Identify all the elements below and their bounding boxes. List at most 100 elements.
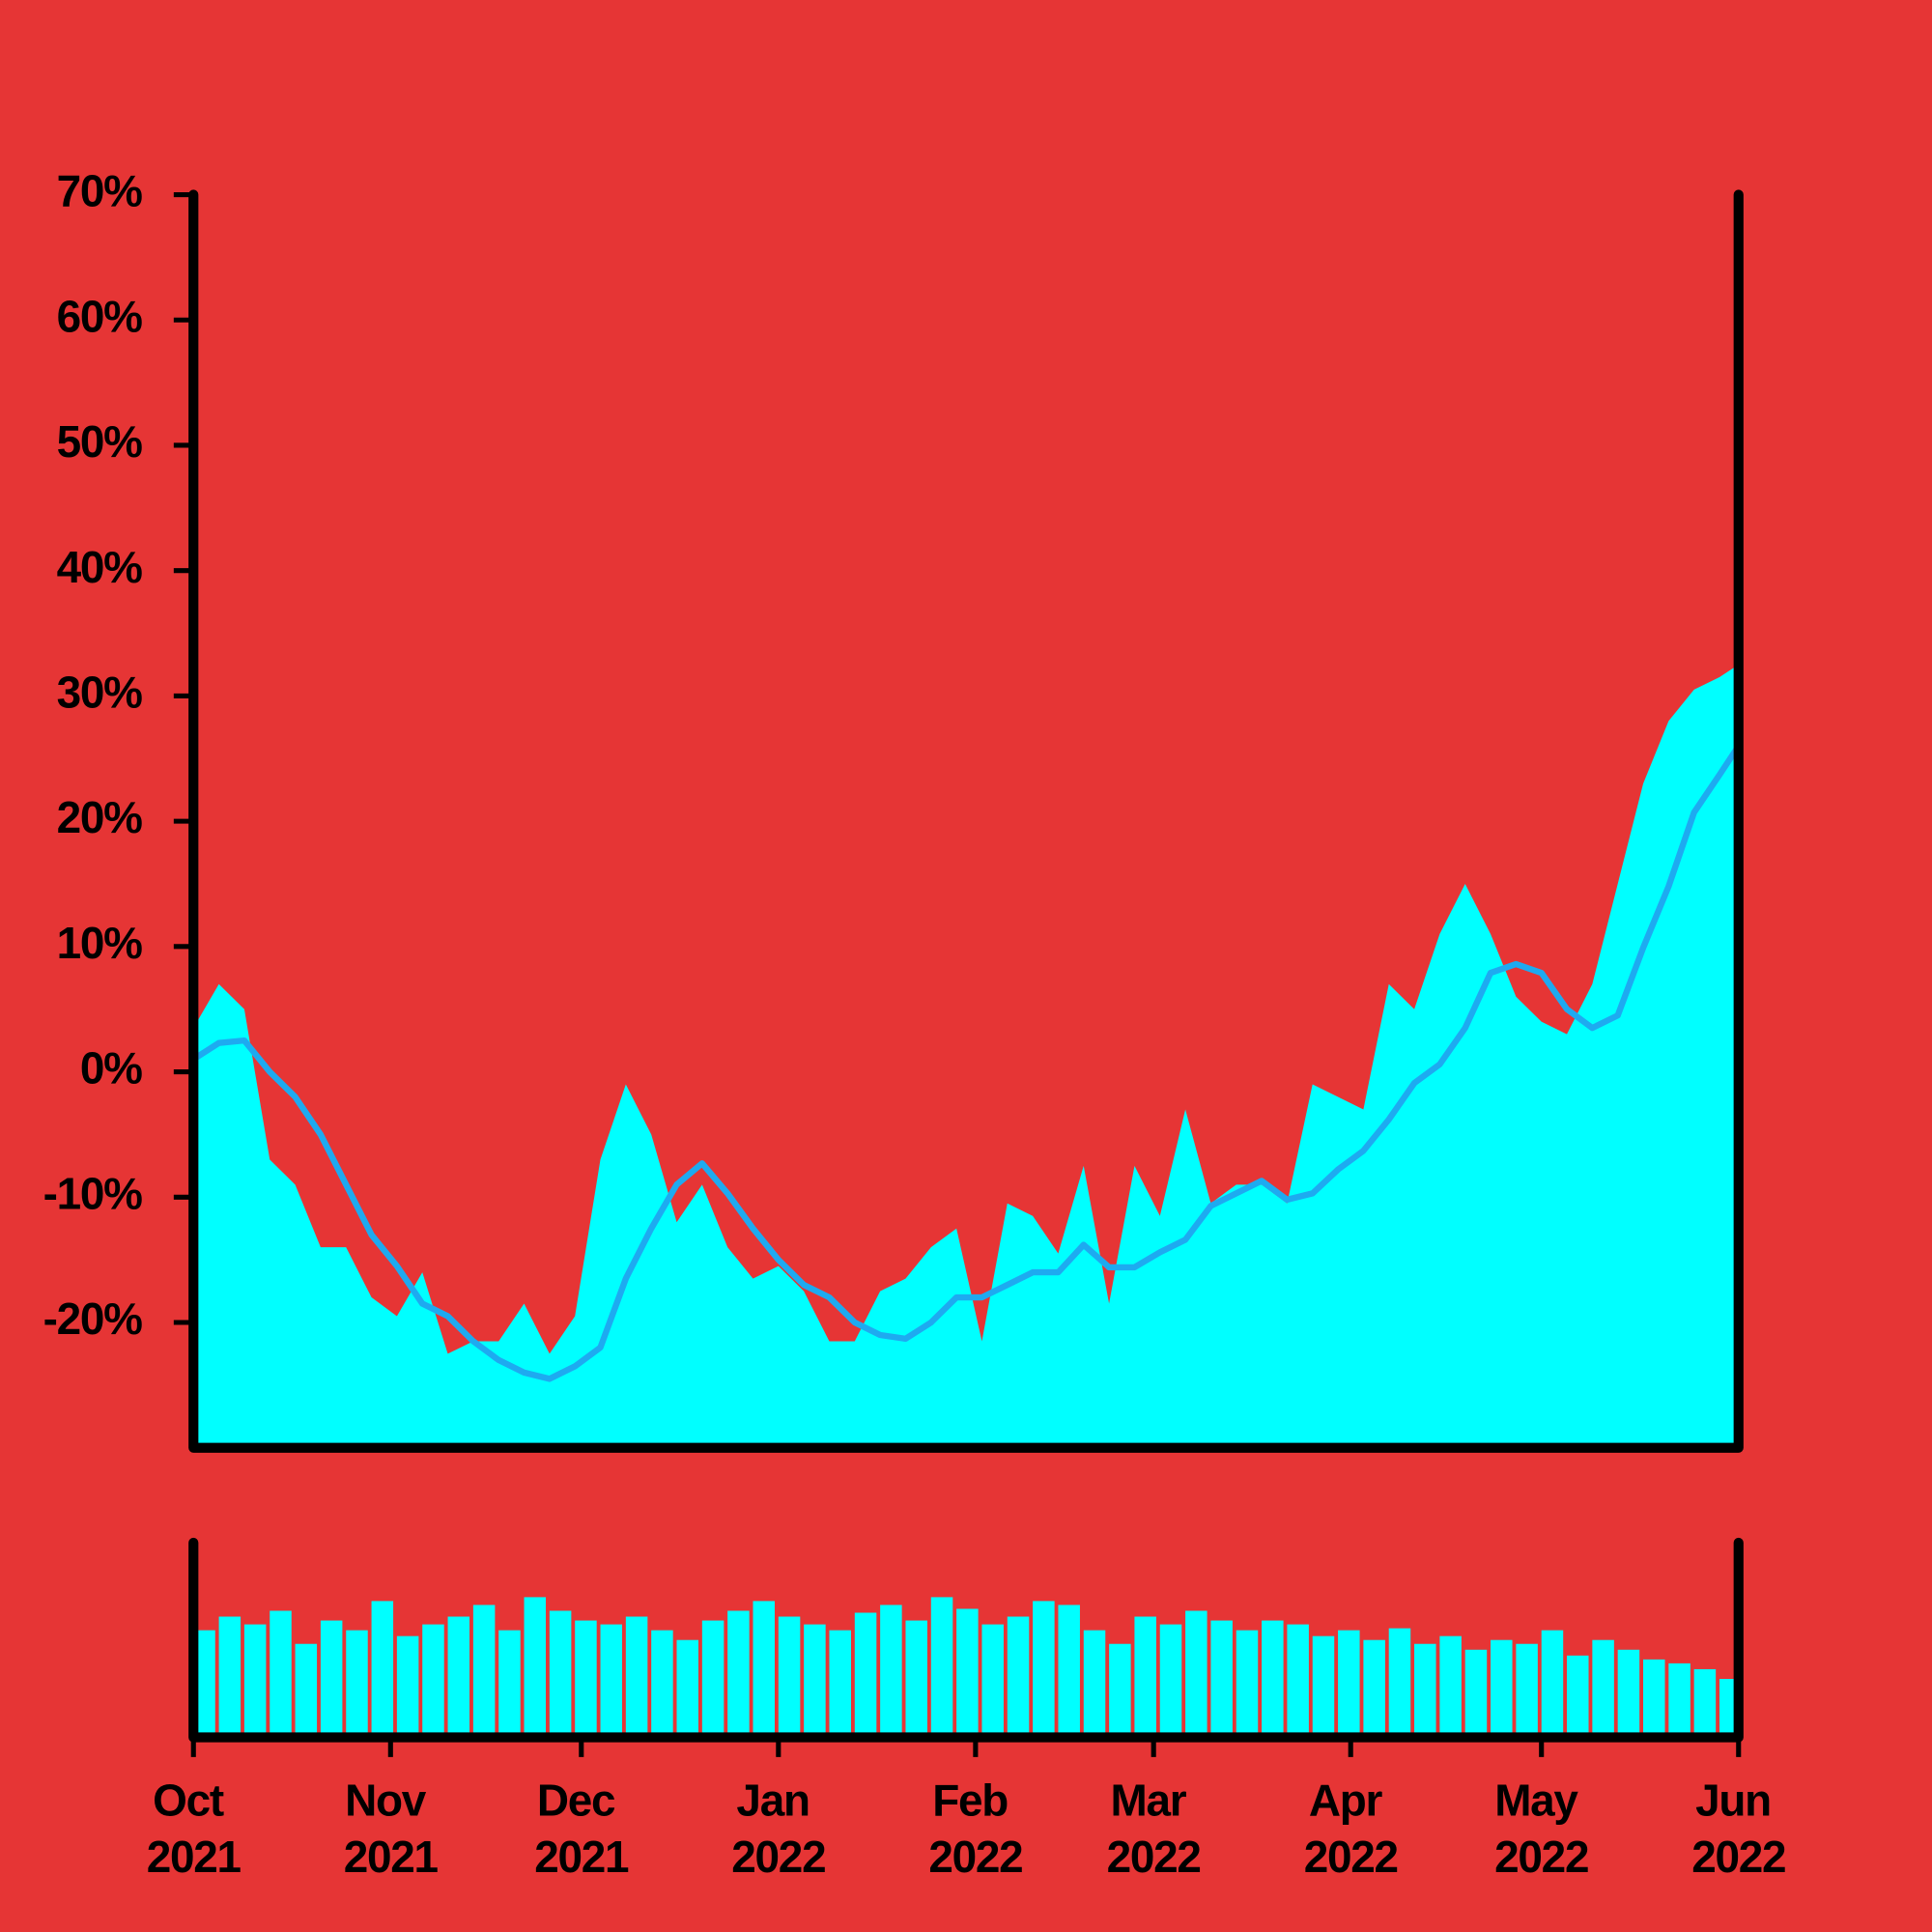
volume-bar [1693,1668,1717,1738]
volume-bar [930,1597,953,1738]
y-tick-label: 60% [57,291,143,341]
x-tick-label: Oct 2021 [147,1775,242,1882]
x-tick-label: Jan 2022 [731,1775,825,1882]
volume-bar [1033,1601,1055,1738]
volume-bar [549,1610,572,1738]
volume-bar [1007,1616,1030,1738]
x-tick-label: Jun 2022 [1691,1775,1785,1882]
y-tick-label: 10% [57,918,143,968]
volume-bar [1083,1630,1106,1738]
volume-bar [1567,1655,1589,1738]
volume-bar [854,1612,877,1738]
x-tick-label-line: 2021 [344,1832,439,1882]
trend-line [191,744,1742,1382]
x-tick-label-line: May [1494,1775,1588,1825]
volume-bar [346,1630,368,1738]
volume-bar [218,1616,242,1738]
volume-bar [1668,1662,1690,1738]
volume-bar [1516,1643,1538,1738]
x-tick-label-line: Dec [537,1775,626,1825]
area [193,664,1739,1448]
x-tick-label-line: 2022 [731,1832,825,1882]
volume-bar [447,1616,470,1738]
volume-bar [1134,1616,1156,1738]
x-tick-label: Nov 2021 [344,1775,439,1882]
volume-bar [1159,1624,1182,1738]
volume-bar [1464,1649,1488,1738]
y-tick-label: 40% [57,542,143,592]
x-tick-label-line: 2022 [1304,1832,1398,1882]
volume-bar [295,1643,318,1738]
volume-bar [1414,1643,1436,1738]
volume-bar [1491,1639,1513,1738]
volume-bar [727,1610,750,1738]
volume-bar [243,1624,267,1738]
volume-bar [422,1624,444,1738]
x-tick-label: May 2022 [1494,1775,1588,1882]
y-tick-label: -20% [43,1293,143,1344]
volume-bar [1236,1630,1259,1738]
volume-bar [1388,1628,1411,1738]
volume-bar [1363,1639,1385,1738]
volume-bar [1287,1624,1309,1738]
volume-bar [1185,1610,1208,1738]
volume-bar [575,1620,597,1738]
x-tick-label: Feb 2022 [928,1775,1022,1882]
volume-bar [1541,1630,1564,1738]
volume-bar [753,1601,775,1738]
x-tick-label-line: Jun [1695,1775,1781,1825]
volume-bar [956,1608,979,1738]
x-tick-label: Dec 2021 [534,1775,629,1882]
volume-bar [1617,1649,1640,1738]
volume-bar [1439,1635,1462,1738]
x-tick-label-line: 2022 [1107,1832,1201,1882]
x-tick-label-line: Apr [1309,1775,1393,1825]
volume-bar [1210,1620,1233,1738]
y-tick-label: 20% [57,792,143,842]
axis-frame [188,1537,1744,1743]
x-tick-label-line: Feb [932,1775,1018,1825]
volume-bar [1643,1659,1665,1738]
volume-bar [880,1605,902,1738]
volume-bar [701,1620,724,1738]
volume-bar [193,1630,215,1738]
y-tick-label: 50% [57,416,143,467]
volume-bar [270,1610,292,1738]
volume-bar [1262,1620,1284,1738]
volume-bar [1058,1605,1080,1738]
x-tick-label-line: 2022 [1494,1832,1588,1882]
volume-bar [804,1624,826,1738]
volume-bar [676,1639,699,1738]
x-tick-label: Apr 2022 [1304,1775,1398,1882]
volume-bar [600,1624,623,1738]
y-tick-label: 30% [57,668,143,718]
volume-bar [1109,1643,1131,1738]
x-tick-label-line: 2021 [147,1832,242,1882]
volume-bar [498,1630,521,1738]
x-tick-label-line: Oct [153,1775,234,1825]
volume-bar [625,1616,648,1738]
volume-bar [320,1620,343,1738]
volume-bar [371,1601,394,1738]
volume-bar [1719,1679,1735,1738]
volume-bar [524,1597,547,1738]
x-tick-label-line: 2021 [534,1832,629,1882]
volume-bar [1312,1635,1335,1738]
volume-bar [778,1616,801,1738]
volume-bar [651,1630,673,1738]
volume-bar [472,1605,496,1738]
x-tick-label-line: 2022 [928,1832,1022,1882]
x-tick-label: Mar 2022 [1107,1775,1201,1882]
y-tick-label: 0% [80,1043,142,1094]
volume-bar [829,1630,851,1738]
volume-bar [1592,1639,1614,1738]
x-tick-label-line: Nov [345,1775,436,1825]
volume-bar [905,1620,927,1738]
x-tick-label-line: 2022 [1691,1832,1785,1882]
y-tick-label: -10% [43,1168,143,1218]
y-tick-label: 70% [57,166,143,216]
x-tick-label-line: Mar [1111,1775,1197,1825]
volume-bar [1338,1630,1360,1738]
x-tick-label-line: Jan [736,1775,820,1825]
